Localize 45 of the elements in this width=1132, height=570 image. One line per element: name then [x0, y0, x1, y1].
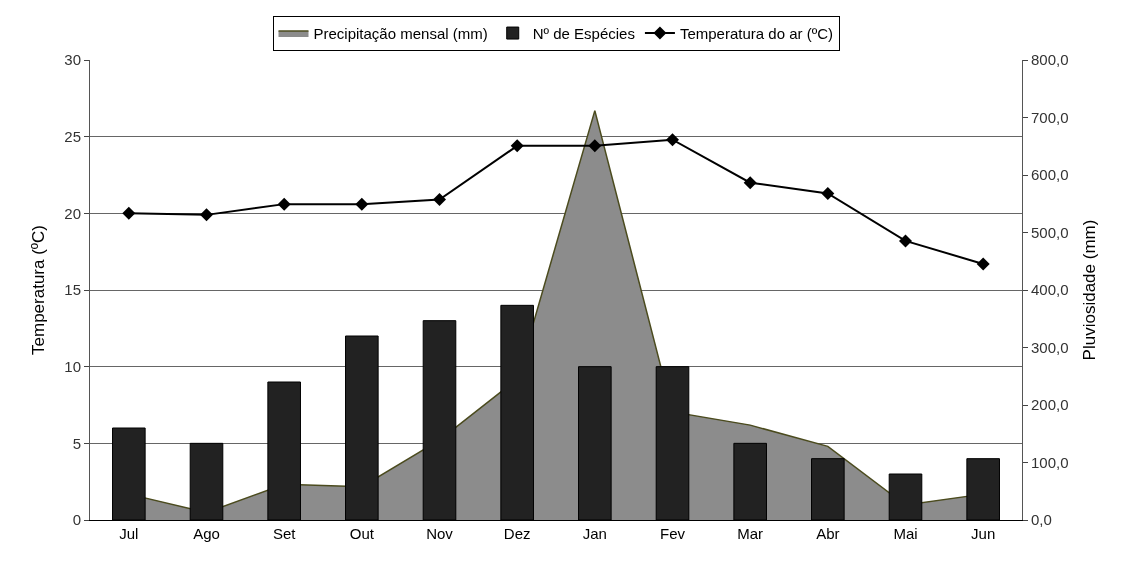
y-tick-label: 5: [72, 434, 81, 452]
y-tick-label: 10: [64, 357, 81, 375]
point: [122, 206, 136, 220]
point: [277, 197, 291, 211]
x-tick-label: Jan: [582, 525, 607, 542]
x-tick-label: Dez: [503, 525, 531, 542]
y2-tick-label: 600,0: [1031, 166, 1069, 184]
point: [666, 133, 679, 147]
point: [588, 139, 602, 153]
y-tick-label: 15: [64, 281, 81, 299]
y-tick-label: 20: [64, 204, 81, 222]
y-tick-label: 30: [64, 51, 81, 69]
x-tick-label: Mai: [893, 525, 918, 542]
legend-label: Nº de Espécies: [532, 24, 635, 42]
y2-tick-label: 0,0: [1031, 511, 1052, 529]
y-tick-label: 0: [72, 511, 81, 529]
point: [821, 186, 835, 200]
x-tick-label: Fev: [659, 525, 686, 542]
x-tick-label: Set: [272, 525, 297, 542]
y2-tick-label: 700,0: [1031, 108, 1069, 126]
y2-tick-label: 500,0: [1031, 223, 1069, 241]
x-tick-label: Abr: [816, 525, 840, 542]
y-tick-label: 25: [64, 127, 81, 145]
x-tick-label: Jul: [119, 525, 139, 542]
x-tick-label: Jun: [971, 525, 996, 542]
x-tick-label: Ago: [193, 525, 220, 542]
point: [433, 193, 446, 207]
y-axis-title: Temperatura (ºC): [28, 225, 48, 355]
point: [899, 234, 912, 248]
point: [743, 176, 757, 190]
legend-label: Temperatura do ar (ºC): [679, 24, 833, 42]
y2-tick-label: 400,0: [1031, 281, 1069, 299]
y2-axis-title: Pluviosidade (mm): [1079, 219, 1099, 361]
x-tick-label: Nov: [426, 525, 454, 542]
y2-tick-label: 200,0: [1031, 396, 1069, 414]
point: [355, 197, 369, 211]
point: [510, 139, 524, 153]
legend-label: Precipitação mensal (mm): [313, 24, 488, 42]
x-tick-label: Out: [349, 525, 375, 542]
y2-tick-label: 100,0: [1031, 453, 1069, 471]
y2-tick-label: 300,0: [1031, 338, 1069, 356]
point: [200, 208, 213, 222]
x-tick-label: Mar: [737, 525, 764, 542]
point: [976, 257, 990, 271]
y2-tick-label: 800,0: [1031, 51, 1069, 69]
